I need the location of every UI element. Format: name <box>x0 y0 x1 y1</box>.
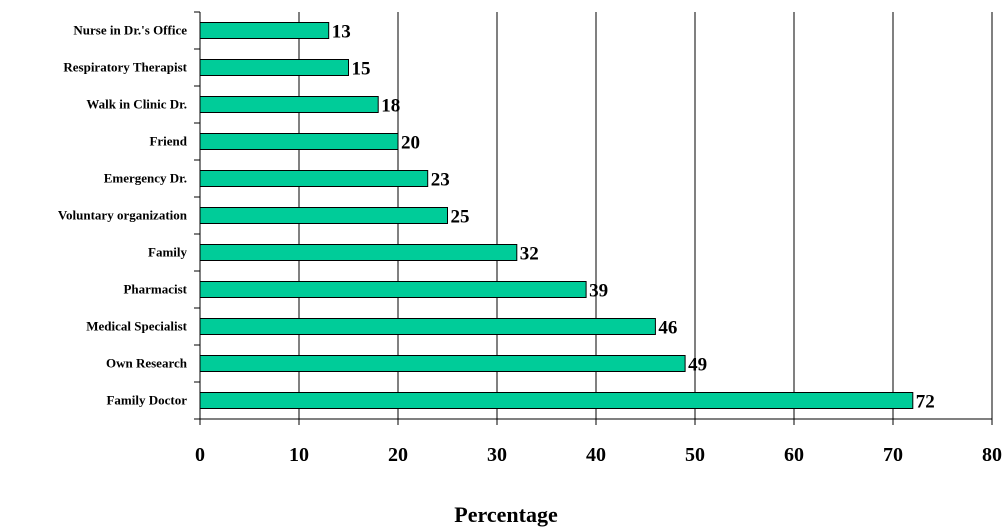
x-tick-label: 20 <box>388 444 408 466</box>
category-label: Walk in Clinic Dr. <box>86 97 187 112</box>
x-tick-label: 70 <box>883 444 903 466</box>
data-label: 20 <box>401 133 420 154</box>
bar <box>199 207 448 224</box>
data-label: 15 <box>352 59 371 80</box>
data-label: 13 <box>332 22 351 43</box>
category-label: Friend <box>149 134 187 149</box>
x-tick-label: 60 <box>784 444 804 466</box>
category-label: Medical Specialist <box>86 319 187 334</box>
data-label: 25 <box>451 207 470 228</box>
x-tick-label: 0 <box>195 444 205 466</box>
bar <box>199 244 518 261</box>
bar <box>199 281 587 298</box>
bar <box>199 355 686 372</box>
data-label: 72 <box>916 392 935 413</box>
data-label: 46 <box>658 318 677 339</box>
category-labels: Family Doctor Own Research Medical Special… <box>58 23 188 408</box>
data-label: 18 <box>381 96 400 117</box>
x-tick-label: 80 <box>982 444 1002 466</box>
data-label: 39 <box>589 281 608 302</box>
data-label: 49 <box>688 355 707 376</box>
x-tick-labels: 0 10 20 30 40 50 60 70 80 <box>195 444 1002 466</box>
bar <box>199 392 914 409</box>
x-axis-title: Percentage <box>454 502 558 527</box>
category-label: Voluntary organization <box>58 208 188 223</box>
category-label: Own Research <box>106 356 188 371</box>
data-label: 32 <box>520 244 539 265</box>
bar <box>199 22 330 39</box>
category-label: Family Doctor <box>106 393 187 408</box>
category-label: Family <box>148 245 187 260</box>
bar <box>199 318 656 335</box>
x-tick-label: 30 <box>487 444 507 466</box>
bar <box>199 170 429 187</box>
grid-lines <box>298 12 993 419</box>
x-tick-label: 40 <box>586 444 606 466</box>
data-label: 23 <box>431 170 450 191</box>
x-tick-label: 50 <box>685 444 705 466</box>
bar <box>199 133 399 150</box>
axes <box>194 11 993 425</box>
bar <box>199 59 349 76</box>
category-label: Nurse in Dr.'s Office <box>73 23 187 38</box>
bars <box>199 22 914 409</box>
x-tick-label: 10 <box>289 444 309 466</box>
bar <box>199 96 379 113</box>
category-label: Respiratory Therapist <box>63 60 187 75</box>
category-label: Emergency Dr. <box>104 171 187 186</box>
category-label: Pharmacist <box>123 282 187 297</box>
